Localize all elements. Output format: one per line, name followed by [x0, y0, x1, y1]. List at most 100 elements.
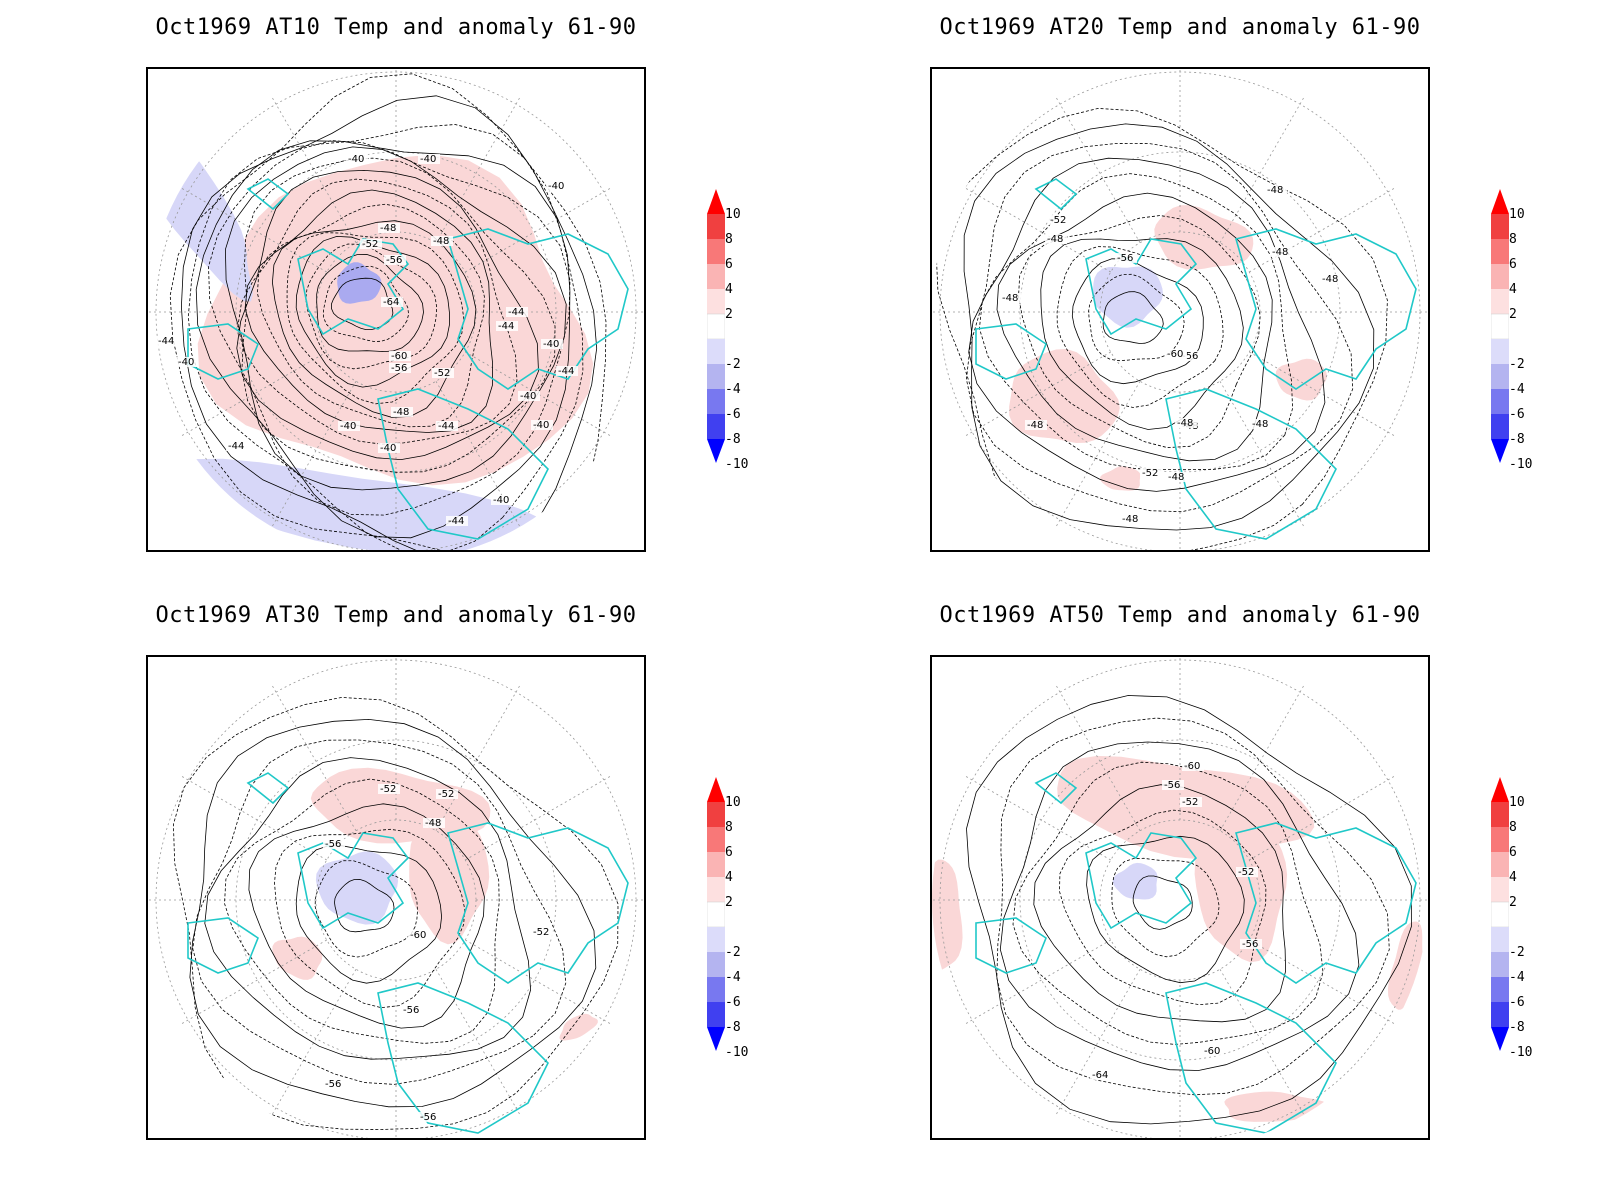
colorbar-label: -8 [1509, 432, 1525, 447]
temperature-contour [1086, 835, 1245, 984]
meridian-line [1249, 351, 1406, 443]
contour-label: -48 [1168, 472, 1184, 483]
meridian-line [465, 769, 622, 861]
contour-label-bg [1180, 351, 1202, 361]
temperature-contour [965, 142, 1354, 513]
colorbar-segment [707, 239, 725, 264]
contour-label-bg [541, 339, 563, 349]
meridian-line [954, 181, 1111, 273]
temperature-contour [1111, 857, 1220, 958]
positive-anomaly-area [559, 1013, 598, 1041]
colorbar-segment [1491, 1002, 1509, 1027]
meridian-line [1049, 86, 1141, 243]
contour-label: -40 [548, 181, 564, 192]
colorbar-segment [1491, 877, 1509, 902]
contour-label: -56 [325, 839, 341, 850]
coastline [297, 238, 410, 336]
colorbar-label: -2 [1509, 357, 1525, 372]
contour-label-bg [418, 154, 440, 164]
contour-label-bg [431, 236, 453, 246]
temperature-contour [316, 254, 424, 353]
meridian-line [465, 181, 622, 273]
contour-label: -48 [1027, 420, 1043, 431]
temperature-contour [274, 828, 466, 1009]
colorbar-scale [1490, 189, 1510, 463]
contour-label-bg [1270, 247, 1292, 257]
meridian-line [465, 351, 622, 443]
temperature-contour [996, 717, 1390, 1096]
colorbar-label: 8 [1509, 820, 1517, 835]
contour-label-bg [226, 441, 248, 451]
map-panel-4: Oct1969 AT50 Temp and anomaly 61-90 -60 -5… [784, 603, 1532, 1163]
colorbar: 10 8 6 4 2 -2 -4 -6 -8 -10 [706, 189, 767, 472]
coastline [1235, 228, 1417, 390]
colorbar-label: -10 [1509, 457, 1533, 472]
colorbar-label: 6 [1509, 845, 1517, 860]
contour-label-bg [1025, 420, 1047, 430]
colorbar-segment [707, 364, 725, 389]
contour-label-bg [1162, 780, 1184, 790]
contour-label: -48 [1047, 234, 1063, 245]
contour-label-bg [496, 321, 518, 331]
contour-label: -44 [228, 441, 244, 452]
panel-title: Oct1969 AT20 Temp and anomaly 61-90 [939, 15, 1421, 40]
coastline [975, 917, 1047, 974]
colorbar-segment [1491, 802, 1509, 827]
coastline [1165, 388, 1337, 540]
temperature-contour [996, 192, 1273, 462]
temperature-contour [192, 739, 567, 1085]
colorbar-label: 8 [1509, 232, 1517, 247]
contour-label-bg [378, 223, 400, 233]
temperature-contour [237, 178, 518, 445]
colorbar-segment [1491, 289, 1509, 314]
colorbar-label: 6 [725, 257, 733, 272]
contour-label-bg [1240, 939, 1262, 949]
positive-anomaly-area [1275, 358, 1328, 401]
temperature-contour [331, 277, 394, 330]
contour-label: -56 [391, 363, 407, 374]
contour-label: -52 [1182, 797, 1198, 808]
colorbar-segment [1491, 952, 1509, 977]
positive-anomaly-area [1009, 349, 1120, 443]
colorbar-label: -2 [725, 945, 741, 960]
contour-label: -40 [178, 357, 194, 368]
negative-anomaly-area [1093, 266, 1163, 328]
contour-label: -44 [448, 516, 464, 527]
coastline [975, 323, 1047, 380]
coastline [447, 228, 629, 390]
polar-map: -40 -40 -40 -44 -44 -44 -48 -48 -48 -52 -52 -56 -56-… [146, 67, 646, 552]
colorbar-segment [1491, 264, 1509, 289]
contour-label-bg [506, 307, 528, 317]
temperature-contour [189, 718, 597, 1108]
coastline [377, 982, 549, 1134]
contour-label: -44 [158, 336, 174, 347]
meridian-line [170, 939, 327, 1031]
contour-label-bg [346, 154, 368, 164]
positive-anomaly-area [1154, 205, 1254, 270]
positive-anomaly-area [1224, 1091, 1328, 1122]
temperature-contour [968, 157, 1326, 492]
colorbar-label: 4 [1509, 282, 1517, 297]
colorbar-segment [1491, 364, 1509, 389]
meridian-line [265, 381, 357, 538]
contour-label: -48 [433, 236, 449, 247]
colorbar-label: 10 [725, 795, 741, 810]
colorbar-label: 8 [725, 232, 733, 247]
contour-label-bg [389, 363, 411, 373]
coastline [297, 832, 410, 930]
temperature-contour [1012, 761, 1324, 1045]
coastline [1034, 178, 1078, 211]
colorbar-segment [1491, 389, 1509, 414]
contour-label: -48 [1272, 247, 1288, 258]
colorbar-segment [707, 977, 725, 1002]
colorbar-label: -4 [1509, 382, 1525, 397]
contour-label-bg [436, 789, 458, 799]
colorbar-segment [707, 264, 725, 289]
contour-label: -56 [403, 1005, 419, 1016]
contour-label-bg [518, 391, 540, 401]
temperature-contour [1040, 238, 1244, 430]
temperature-contour [295, 235, 450, 388]
contour-label: -48 [1177, 418, 1193, 429]
temperature-contour [180, 95, 598, 550]
polar-map: -48-48-48-48-48-52-56-56-60-48-48-48-48-… [930, 67, 1430, 552]
